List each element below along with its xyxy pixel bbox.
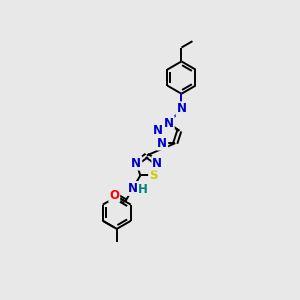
Text: N: N: [153, 124, 163, 137]
Text: O: O: [109, 189, 119, 202]
Text: H: H: [138, 183, 148, 196]
Text: S: S: [149, 169, 158, 182]
Text: N: N: [176, 102, 187, 115]
Text: N: N: [157, 136, 167, 150]
Text: N: N: [128, 182, 138, 195]
Text: N: N: [164, 117, 174, 130]
Text: N: N: [131, 157, 141, 169]
Text: N: N: [152, 157, 162, 169]
